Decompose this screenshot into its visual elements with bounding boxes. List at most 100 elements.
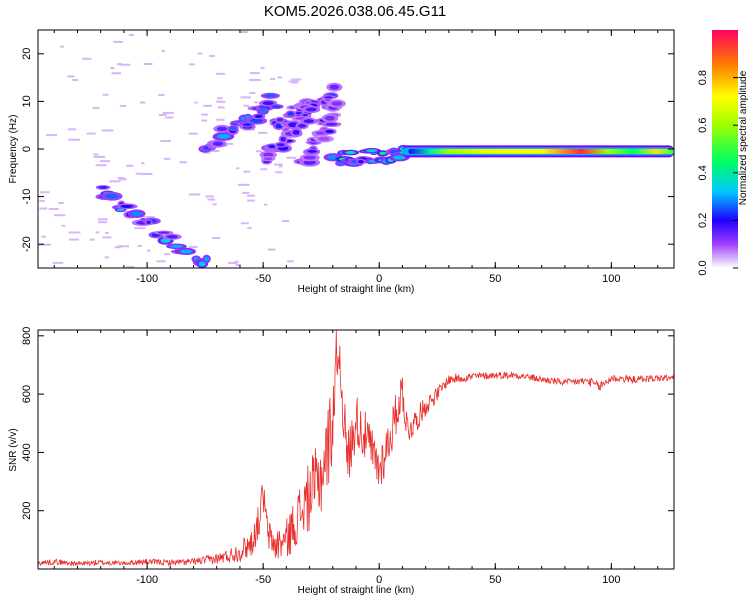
spectrogram-noise-speck (287, 260, 294, 263)
spectrogram-noise-speck (52, 261, 64, 264)
snr-ytick-label: 400 (21, 443, 33, 461)
spectrogram-blob-core (393, 155, 406, 160)
spectrogram-noise-speck (216, 100, 221, 103)
spectrogram-blobs (39, 31, 674, 269)
snr-series-line (37, 329, 675, 567)
spectrogram-noise-speck (212, 236, 221, 239)
spectrogram-noise-speck (264, 203, 268, 206)
spectrogram-noise-speck (258, 131, 268, 134)
spectrogram-noise-speck (39, 243, 51, 246)
spectrogram-noise-speck (95, 231, 100, 234)
snr-ytick-label: 200 (21, 502, 33, 520)
spectrogram-blob-core (302, 113, 309, 117)
spectrogram-noise-speck (68, 231, 81, 234)
spectrogram-noise-speck (144, 216, 155, 219)
spectrogram-blob-core (366, 149, 378, 153)
spectrogram-noise-speck (247, 194, 255, 197)
spectrogram-noise-speck (267, 248, 276, 251)
spectrogram-noise-speck (201, 119, 208, 122)
spectrogram-noise-speck (281, 220, 290, 223)
spectrogram-noise-speck (54, 214, 66, 217)
spectrogram-blob-core (105, 193, 119, 199)
spectrogram-noise-speck (39, 207, 48, 210)
spectrogram-noise-speck (216, 72, 225, 75)
spectrogram-noise-speck (67, 128, 76, 131)
spectrogram-blob-core (166, 235, 178, 239)
spectrogram-blob-core (271, 105, 281, 109)
spectrogram-noise-speck (165, 116, 174, 119)
spectrogram-noise-speck (217, 97, 223, 100)
spectrogram-noise-speck (205, 195, 214, 198)
spectrogram-noise-speck (92, 107, 100, 110)
spectrogram-noise-speck (247, 226, 252, 229)
spectrogram-noise-speck (248, 78, 261, 81)
spectrogram-noise-speck (39, 199, 45, 202)
spectrogram-blob-core (264, 94, 277, 98)
spectrogram-noise-speck (134, 227, 146, 230)
spectrogram-noise-speck (188, 132, 198, 135)
spectrogram-blob-core (325, 129, 334, 134)
spectrogram-ytick-label: -10 (21, 189, 33, 205)
spectrogram-noise-speck (41, 235, 47, 238)
spectrogram-noise-speck (288, 80, 299, 83)
spectrogram-noise-speck (104, 256, 110, 259)
spectrogram-noise-speck (219, 100, 226, 103)
spectrogram-noise-speck (114, 246, 121, 249)
spectrogram-noise-speck (247, 199, 255, 202)
spectrogram-noise-speck (128, 33, 134, 36)
colorbar-tick-label: 0.8 (697, 70, 709, 85)
spectrogram-noise-speck (208, 54, 215, 57)
spectrogram-noise-speck (237, 183, 250, 186)
spectrogram-noise-speck (46, 134, 57, 137)
spectrogram-blob-core (305, 107, 317, 112)
spectrogram-noise-speck (223, 142, 233, 145)
spectrogram-blob-core (379, 151, 387, 156)
spectrogram-noise-speck (254, 101, 259, 104)
spectrogram-noise-speck (277, 76, 282, 79)
spectrogram-noise-speck (93, 153, 99, 156)
spectrogram-blob-core (250, 118, 263, 123)
spectrogram-blob-core (217, 134, 231, 139)
spectrogram-noise-speck (82, 57, 92, 60)
colorbar-ticks: 0.0 0.2 0.4 0.6 0.8 (697, 70, 738, 276)
spectrogram-noise-speck (119, 104, 127, 107)
spectrogram-noise-speck (188, 193, 201, 196)
spectrogram-noise-speck (228, 262, 238, 265)
spectrogram-noise-speck (279, 165, 283, 168)
spectrogram-noise-speck (95, 164, 107, 167)
spectrogram-noise-speck (212, 203, 217, 206)
colorbar-tick-label: 0.6 (697, 118, 709, 133)
spectrogram-xtick-label: -50 (255, 273, 271, 285)
spectrogram-noise-speck (203, 151, 211, 154)
spectrogram-noise-speck (236, 167, 240, 170)
spectrogram-blob-core (303, 160, 316, 165)
spectrogram-blob-core (259, 109, 267, 114)
colorbar: 0.0 0.2 0.4 0.6 0.8 Normalized spectral ampl… (697, 30, 749, 276)
spectrogram-noise-speck (286, 156, 297, 159)
spectrogram-blob-core (116, 208, 125, 212)
spectrogram-noise-speck (274, 163, 283, 166)
spectrogram-blob-core (331, 101, 343, 106)
spectrogram-blob-core (276, 143, 285, 147)
spectrogram-blob-core (317, 136, 330, 141)
spectrogram-noise-speck (97, 218, 108, 221)
spectrogram-ytick-label: 0 (21, 146, 33, 152)
spectrogram-noise-speck (102, 93, 109, 96)
spectrogram-noise-speck (240, 96, 251, 99)
spectrogram-noise-speck (69, 238, 80, 241)
spectrogram-blob-core (263, 157, 273, 161)
spectrogram-blob-core (263, 152, 274, 158)
spectrogram-blob-core (216, 126, 228, 132)
spectrogram-ytick-label: 20 (21, 48, 33, 60)
spectrogram-noise-speck (110, 67, 115, 70)
spectrogram-noise-speck (113, 40, 123, 43)
spectrogram-blob-core (243, 123, 252, 127)
spectrogram-noise-speck (189, 63, 195, 66)
spectrogram-blob-core (204, 256, 210, 262)
spectrogram-noise-speck (249, 92, 256, 95)
spectrogram-noise-speck (100, 160, 111, 163)
spectrogram-noise-speck (164, 157, 171, 160)
spectrogram-blob-core (303, 119, 314, 124)
spectrogram-noise-speck (111, 72, 122, 75)
